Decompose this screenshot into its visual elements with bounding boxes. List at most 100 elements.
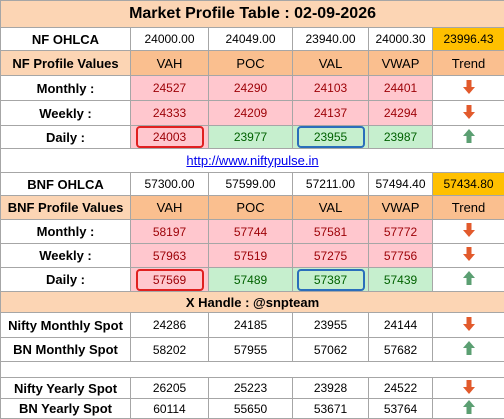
row-label: Weekly : xyxy=(0,100,131,126)
trend-cell xyxy=(431,312,504,338)
table-row: Daily :57569 57489 57387 57439 xyxy=(0,267,504,292)
column-header: VWAP xyxy=(368,195,433,220)
column-header: NF Profile Values xyxy=(0,50,131,76)
value-cell: 24290 xyxy=(208,75,293,101)
value-cell: 23996.43 xyxy=(431,27,504,51)
table-row: BN Yearly Spot 60114 55650 53671 53764 xyxy=(0,398,504,419)
value-cell: 53671 xyxy=(292,398,369,419)
trend-arrow xyxy=(462,316,475,331)
value-cell: 57494.40 xyxy=(368,172,433,196)
value-cell: 24209 xyxy=(208,100,293,126)
trend-cell xyxy=(431,125,504,149)
value-cell: 23928 xyxy=(292,377,369,399)
column-header: VAL xyxy=(292,195,369,220)
value-cell: 58197 xyxy=(130,219,209,244)
value-cell: 57275 xyxy=(292,243,369,268)
table-row: NF Profile Values VAH POC VAL VWAP Trend xyxy=(0,50,504,76)
table-row: Daily :24003 23977 23955 23987 xyxy=(0,125,504,149)
trend-cell xyxy=(431,100,504,126)
table-row: X Handle : @snpteam xyxy=(0,291,504,313)
value-cell: 57211.00 xyxy=(292,172,369,196)
table-row: BNF Profile Values VAH POC VAL VWAP Trend xyxy=(0,195,504,220)
trend-arrow xyxy=(462,379,475,394)
table-row: Nifty Yearly Spot 26205 25223 23928 24522 xyxy=(0,377,504,399)
table-row: http://www.niftypulse.in xyxy=(0,148,504,173)
value-cell: 23940.00 xyxy=(292,27,369,51)
trend-cell xyxy=(431,337,504,362)
value-cell: 24000.30 xyxy=(368,27,433,51)
table-row: BN Monthly Spot 58202 57955 57062 57682 xyxy=(0,337,504,362)
value-cell: 58202 xyxy=(130,337,209,362)
highlight-box: 57569 xyxy=(135,268,204,291)
table-row: Monthly :58197 57744 57581 57772 xyxy=(0,219,504,244)
column-header: VAH xyxy=(130,50,209,76)
table-row: NF OHLCA 24000.00 24049.00 23940.00 24000.30… xyxy=(0,27,504,51)
value-cell: 57963 xyxy=(130,243,209,268)
trend-cell xyxy=(431,219,504,244)
value-cell: 24144 xyxy=(368,312,433,338)
column-header: VWAP xyxy=(368,50,433,76)
table-row: Nifty Monthly Spot 24286 24185 23955 24144 xyxy=(0,312,504,338)
column-header: POC xyxy=(208,50,293,76)
value-cell: 24286 xyxy=(130,312,209,338)
value-cell: 57581 xyxy=(292,219,369,244)
row-label: NF OHLCA xyxy=(0,27,131,51)
row-label: Nifty Monthly Spot xyxy=(0,312,131,338)
value-cell: 57489 xyxy=(208,267,293,292)
trend-arrow xyxy=(462,79,475,94)
value-cell: 24294 xyxy=(368,100,433,126)
trend-cell xyxy=(431,267,504,292)
row-label: Daily : xyxy=(0,267,131,292)
value-cell: 57300.00 xyxy=(130,172,209,196)
highlight-box: 24003 xyxy=(135,126,204,148)
row-label: Monthly : xyxy=(0,75,131,101)
value-cell: 60114 xyxy=(130,398,209,419)
trend-cell xyxy=(431,398,504,419)
spacer-cell xyxy=(0,361,504,378)
value-cell: 24333 xyxy=(130,100,209,126)
value-cell: 57519 xyxy=(208,243,293,268)
value-cell: 57772 xyxy=(368,219,433,244)
row-label: BNF OHLCA xyxy=(0,172,131,196)
value-cell: 57569 xyxy=(130,267,209,292)
row-label: BN Yearly Spot xyxy=(0,398,131,419)
trend-arrow xyxy=(462,271,475,285)
x-handle: X Handle : @snpteam xyxy=(0,291,504,313)
value-cell: 57682 xyxy=(368,337,433,362)
column-header: VAL xyxy=(292,50,369,76)
row-label: Nifty Yearly Spot xyxy=(0,377,131,399)
value-cell: 23955 xyxy=(292,125,369,149)
table-row: Market Profile Table : 02-09-2026 xyxy=(0,0,504,28)
value-cell: 23955 xyxy=(292,312,369,338)
highlight-box: 23955 xyxy=(296,126,365,148)
value-cell: 57387 xyxy=(292,267,369,292)
table-row xyxy=(0,361,504,378)
value-cell: 57955 xyxy=(208,337,293,362)
table-row: BNF OHLCA 57300.00 57599.00 57211.00 57494.4… xyxy=(0,172,504,196)
value-cell: 57599.00 xyxy=(208,172,293,196)
value-cell: 57062 xyxy=(292,337,369,362)
trend-cell xyxy=(431,377,504,399)
trend-cell xyxy=(431,243,504,268)
trend-arrow xyxy=(462,247,475,261)
column-header: POC xyxy=(208,195,293,220)
value-cell: 24527 xyxy=(130,75,209,101)
row-label: BN Monthly Spot xyxy=(0,337,131,362)
value-cell: 57756 xyxy=(368,243,433,268)
value-cell: 55650 xyxy=(208,398,293,419)
value-cell: 57434.80 xyxy=(431,172,504,196)
column-header: Trend xyxy=(431,50,504,76)
trend-arrow xyxy=(462,341,475,355)
value-cell: 25223 xyxy=(208,377,293,399)
value-cell: 24185 xyxy=(208,312,293,338)
value-cell: 26205 xyxy=(130,377,209,399)
value-cell: 24049.00 xyxy=(208,27,293,51)
row-label: Monthly : xyxy=(0,219,131,244)
column-header: VAH xyxy=(130,195,209,220)
table-row: Weekly :57963 57519 57275 57756 xyxy=(0,243,504,268)
value-cell: 57439 xyxy=(368,267,433,292)
trend-arrow xyxy=(462,400,475,414)
trend-arrow xyxy=(462,128,475,143)
